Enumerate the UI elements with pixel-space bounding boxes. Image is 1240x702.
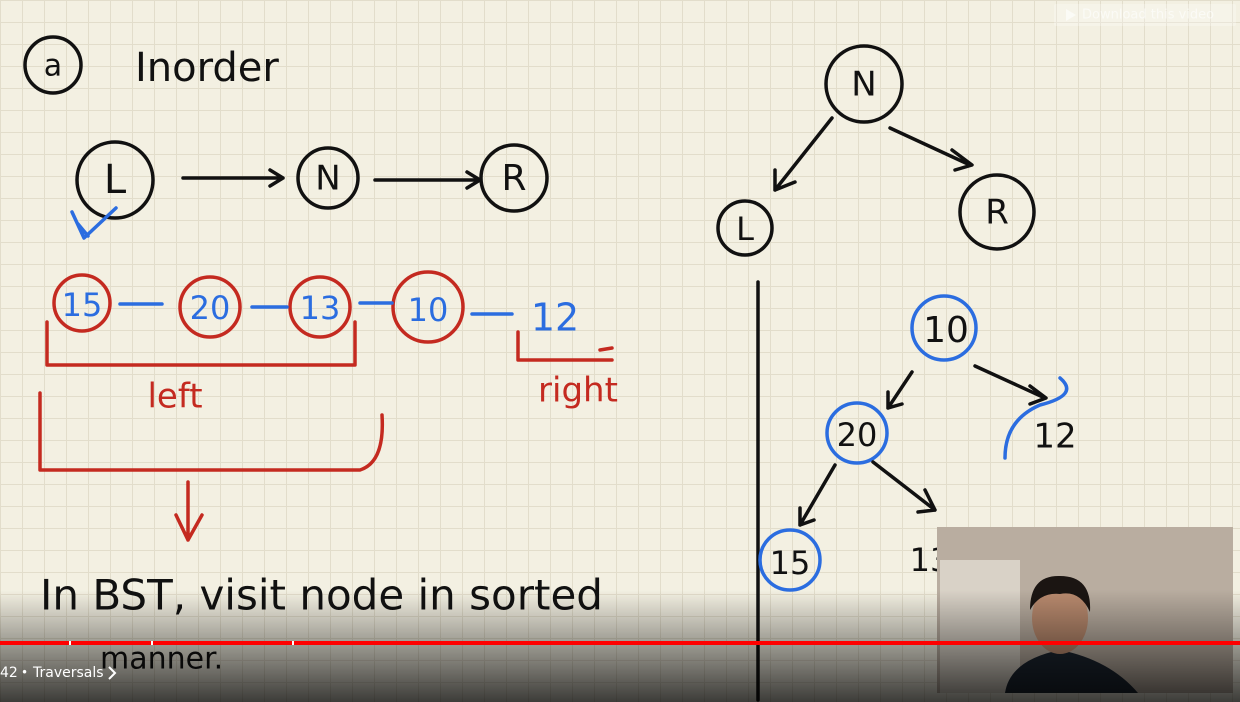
node-label: 13 [300,289,341,327]
controls-shade [0,590,1240,702]
connector [118,301,514,316]
section-label: a [44,49,62,84]
label-circle [23,35,83,95]
node-label: 20 [837,416,878,454]
arrow [181,168,482,190]
chapter-chevron[interactable] [108,666,117,680]
arrow [773,116,974,192]
bracket-label: left [147,377,202,417]
node-circle [958,173,1036,251]
download-button[interactable] [1054,4,1236,26]
node-circle [75,140,155,220]
arrow [174,480,204,542]
download-icon [1066,9,1076,21]
node-label: 10 [408,291,449,329]
arrow [798,364,1048,527]
bracket [45,320,357,367]
node-mark [1003,376,1069,460]
node-label: N [315,159,340,199]
node-circle [52,273,112,333]
bracket [516,330,614,362]
node-label: 15 [770,544,811,582]
node-label: L [736,210,754,248]
chapter-title[interactable]: Traversals [32,665,104,681]
checkmark [70,206,118,240]
section-title: Inorder [135,45,279,91]
node-label: 12 [531,296,579,340]
node-label: R [985,193,1009,233]
node-label: R [501,158,526,199]
bracket [38,391,385,472]
node-circle [296,146,360,210]
download-label[interactable]: Download this video [1082,8,1214,23]
node-label: 20 [190,289,231,327]
node-label: 15 [62,286,103,324]
bracket-label: right [538,371,618,411]
node-label: 10 [923,310,969,351]
node-circle [178,275,242,339]
node-circle [288,275,352,339]
node-circle [825,401,889,465]
node-circle [824,44,904,124]
node-circle [910,294,978,362]
node-circle [391,270,465,344]
node-label: N [851,65,876,105]
time-display: 42 [0,665,18,681]
node-circle [716,199,774,257]
chapter-divider [69,641,294,645]
node-circle [479,143,549,213]
node-label: L [104,157,127,203]
progress-bar[interactable] [0,641,1240,645]
node-label: 12 [1033,417,1076,457]
separator: • [21,666,28,680]
